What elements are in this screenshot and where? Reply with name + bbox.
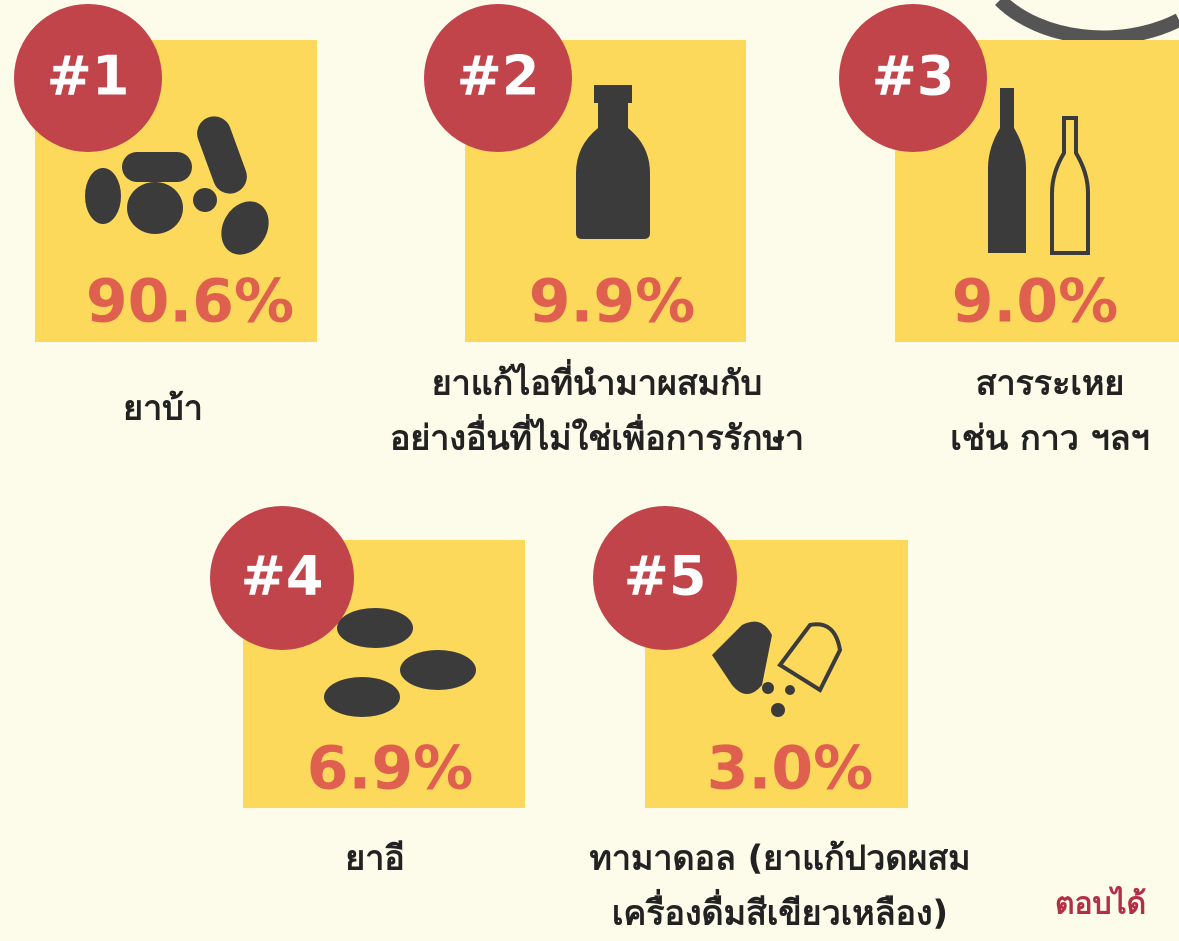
- percentage: 9.0%: [952, 267, 1118, 337]
- percentage: 3.0%: [707, 734, 873, 804]
- label: เช่น กาว ฯลฯ: [950, 419, 1149, 459]
- icon: [324, 677, 400, 717]
- icon: [337, 608, 413, 648]
- rank: #2: [457, 45, 540, 108]
- icon: [127, 182, 183, 234]
- percentage: 6.9%: [307, 734, 473, 804]
- label: ยาอี: [345, 839, 404, 879]
- page: {"items": [ {"rank": "#1", "value": "90.…: [0, 0, 1179, 941]
- rank: #5: [624, 545, 707, 608]
- icon: [771, 703, 785, 717]
- rank: #1: [47, 45, 130, 108]
- label: ยาแก้ไอที่นำมาผสมกับ: [432, 359, 763, 404]
- icon: [762, 682, 774, 694]
- label: อย่างอื่นที่ไม่ใช่เพื่อการรักษา: [390, 414, 804, 459]
- infographic: #1 90.6% ยาบ้า #2 9.9% ยาแก้ไอที่นำมาผสมกับอย…: [0, 0, 1179, 941]
- icon: [785, 685, 795, 695]
- rank: #3: [872, 45, 955, 108]
- label: เครื่องดื่มสีเขียวเหลือง): [612, 889, 948, 934]
- percentage: 90.6%: [86, 267, 294, 337]
- icon: [594, 85, 632, 103]
- label: ยาบ้า: [123, 389, 203, 429]
- label: ทามาดอล (ยาแก้ปวดผสม: [589, 839, 970, 879]
- icon: [85, 168, 121, 224]
- decoration: [1000, 0, 1179, 37]
- icon: [400, 650, 476, 690]
- label: สารระเหย: [976, 364, 1125, 404]
- rank: #4: [241, 545, 324, 608]
- percentage: 9.9%: [529, 267, 695, 337]
- icon: [122, 152, 192, 182]
- footer-text: ตอบได้: [1055, 886, 1146, 922]
- icon: [193, 188, 217, 212]
